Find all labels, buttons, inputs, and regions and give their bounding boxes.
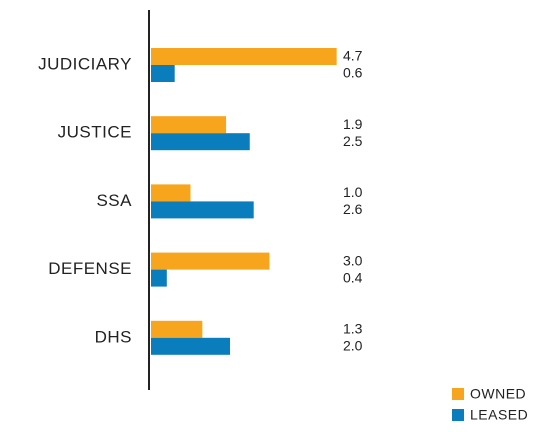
value-label: 2.6: [343, 201, 363, 217]
category-label: DEFENSE: [48, 259, 132, 278]
value-label: 0.4: [343, 269, 363, 285]
category-label: JUSTICE: [58, 123, 132, 142]
bar: [151, 337, 230, 355]
category-label: DHS: [95, 327, 132, 346]
value-label: 4.7: [343, 48, 363, 64]
bar: [151, 65, 175, 82]
legend-swatch: [452, 388, 464, 400]
bar: [151, 184, 191, 202]
legend-label: LEASED: [470, 407, 528, 423]
bar: [151, 48, 337, 65]
value-label: 1.0: [343, 184, 363, 200]
bar: [151, 116, 227, 134]
value-label: 2.0: [343, 338, 363, 354]
value-label: 1.3: [343, 321, 363, 337]
value-label: 0.6: [343, 65, 363, 81]
bar: [151, 269, 167, 287]
legend-label: OWNED: [470, 386, 526, 402]
bar: [151, 201, 254, 219]
value-label: 1.9: [343, 116, 363, 132]
category-label: SSA: [96, 191, 132, 210]
bar: [151, 320, 203, 338]
bar: [151, 133, 250, 151]
legend-swatch: [452, 409, 464, 421]
bar: [151, 252, 270, 270]
value-label: 3.0: [343, 252, 363, 268]
value-label: 2.5: [343, 133, 363, 149]
category-label: JUDICIARY: [38, 54, 132, 73]
